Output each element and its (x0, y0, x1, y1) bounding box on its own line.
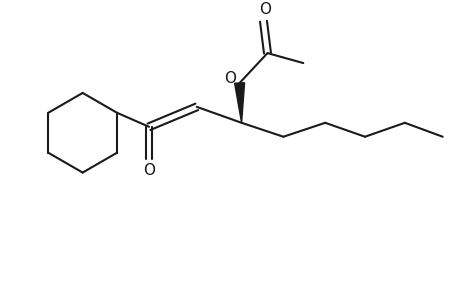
Text: O: O (259, 2, 271, 17)
Text: O: O (143, 163, 155, 178)
Text: O: O (223, 71, 235, 86)
Polygon shape (234, 83, 244, 123)
